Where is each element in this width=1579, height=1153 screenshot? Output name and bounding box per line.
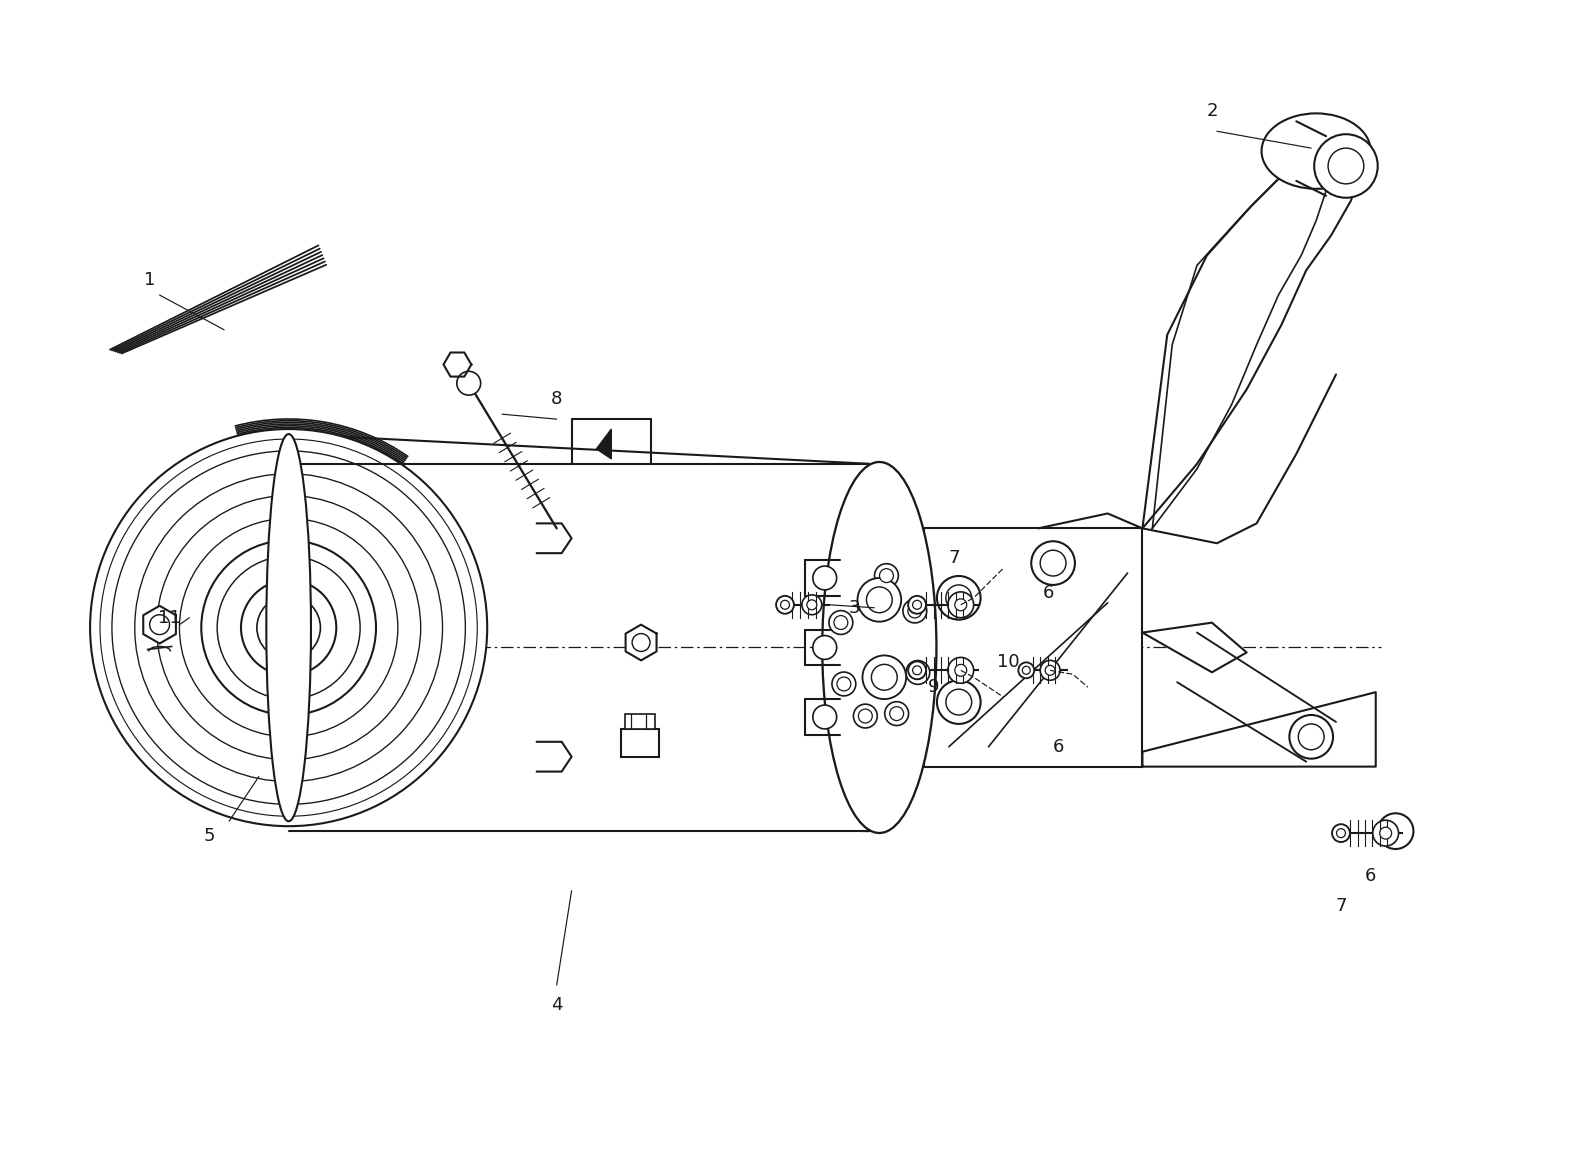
Circle shape xyxy=(813,706,837,729)
Circle shape xyxy=(936,680,981,724)
Circle shape xyxy=(99,439,477,816)
Circle shape xyxy=(1378,813,1413,849)
Circle shape xyxy=(150,615,169,634)
Bar xyxy=(621,729,658,756)
Circle shape xyxy=(857,578,902,621)
Circle shape xyxy=(913,665,922,675)
Circle shape xyxy=(1380,827,1391,839)
Circle shape xyxy=(859,709,872,723)
Circle shape xyxy=(906,661,930,685)
Text: 7: 7 xyxy=(947,549,960,567)
Circle shape xyxy=(218,556,360,699)
Circle shape xyxy=(180,519,398,737)
Text: 1: 1 xyxy=(144,271,155,289)
Circle shape xyxy=(90,429,488,827)
Circle shape xyxy=(955,664,966,677)
Text: 6: 6 xyxy=(1042,583,1053,602)
Circle shape xyxy=(908,596,925,613)
Polygon shape xyxy=(1143,692,1375,767)
Circle shape xyxy=(257,596,321,660)
Circle shape xyxy=(807,600,816,610)
Circle shape xyxy=(853,704,878,728)
Circle shape xyxy=(780,601,790,609)
Circle shape xyxy=(1314,134,1378,198)
Bar xyxy=(625,714,655,729)
Circle shape xyxy=(813,566,837,590)
Circle shape xyxy=(813,635,837,660)
Text: 4: 4 xyxy=(551,996,562,1013)
Circle shape xyxy=(913,601,922,609)
Text: 3: 3 xyxy=(850,598,861,617)
Circle shape xyxy=(908,604,922,618)
Circle shape xyxy=(946,585,971,611)
Polygon shape xyxy=(924,528,1143,767)
Circle shape xyxy=(837,677,851,691)
Circle shape xyxy=(1041,661,1060,680)
Circle shape xyxy=(1328,148,1364,183)
Circle shape xyxy=(955,598,966,611)
Text: 11: 11 xyxy=(158,609,182,627)
Circle shape xyxy=(947,591,974,618)
Circle shape xyxy=(1336,829,1345,837)
Circle shape xyxy=(1045,665,1055,676)
Circle shape xyxy=(911,665,925,679)
Circle shape xyxy=(201,541,376,715)
Text: 10: 10 xyxy=(996,654,1020,671)
Circle shape xyxy=(936,576,981,619)
Circle shape xyxy=(156,496,420,760)
Circle shape xyxy=(802,595,821,615)
Circle shape xyxy=(867,587,892,612)
Circle shape xyxy=(872,664,897,691)
Text: 9: 9 xyxy=(928,678,940,696)
Ellipse shape xyxy=(823,462,936,832)
Circle shape xyxy=(1031,541,1075,585)
Polygon shape xyxy=(144,605,175,643)
Circle shape xyxy=(456,371,480,395)
Text: 6: 6 xyxy=(1366,867,1377,884)
Text: 5: 5 xyxy=(204,827,215,845)
Circle shape xyxy=(862,655,906,699)
Circle shape xyxy=(242,580,336,676)
Circle shape xyxy=(1022,666,1030,675)
Circle shape xyxy=(889,707,903,721)
Circle shape xyxy=(134,474,442,782)
Circle shape xyxy=(829,611,853,634)
Circle shape xyxy=(1333,824,1350,842)
Circle shape xyxy=(632,634,651,651)
Circle shape xyxy=(777,596,794,613)
Circle shape xyxy=(112,451,466,805)
FancyBboxPatch shape xyxy=(289,464,864,831)
Polygon shape xyxy=(1143,136,1361,528)
Circle shape xyxy=(880,568,894,582)
Circle shape xyxy=(1041,550,1066,576)
Ellipse shape xyxy=(267,434,311,821)
Circle shape xyxy=(875,564,898,588)
Text: 8: 8 xyxy=(551,390,562,408)
Polygon shape xyxy=(597,429,611,459)
Circle shape xyxy=(903,600,927,623)
Circle shape xyxy=(884,702,908,725)
Circle shape xyxy=(908,662,925,679)
Circle shape xyxy=(834,616,848,630)
Circle shape xyxy=(1372,820,1399,846)
Circle shape xyxy=(947,657,974,684)
Circle shape xyxy=(832,672,856,696)
Circle shape xyxy=(946,689,971,715)
Polygon shape xyxy=(1143,623,1247,672)
Circle shape xyxy=(1290,715,1333,759)
Ellipse shape xyxy=(1262,113,1371,189)
Circle shape xyxy=(1018,662,1034,678)
Text: 6: 6 xyxy=(1052,738,1064,755)
Text: 2: 2 xyxy=(1206,103,1217,120)
Text: 7: 7 xyxy=(1336,897,1347,914)
Polygon shape xyxy=(625,625,657,661)
Polygon shape xyxy=(444,353,471,377)
Circle shape xyxy=(1298,724,1325,749)
